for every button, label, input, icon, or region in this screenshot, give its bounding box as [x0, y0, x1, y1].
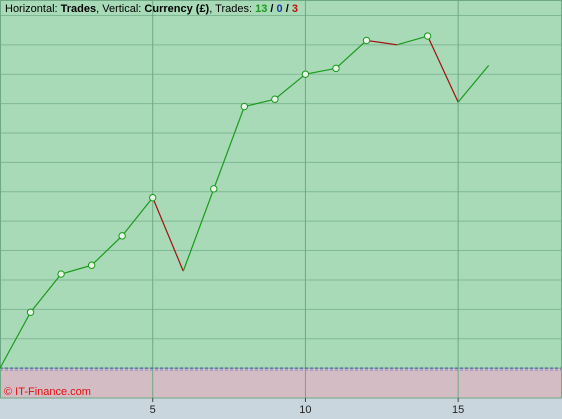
- header-text: Horizontal:: [5, 3, 58, 15]
- header-text: , Trades:: [209, 3, 252, 15]
- even: 0: [277, 3, 283, 15]
- trade-point: [118, 232, 126, 240]
- header-text: Currency (£): [144, 3, 209, 15]
- equity-segment: [457, 65, 490, 103]
- trade-point: [210, 185, 218, 193]
- losses: 3: [292, 3, 298, 15]
- equity-segment: [366, 39, 398, 46]
- trade-point: [26, 308, 35, 316]
- x-tick-label: 10: [299, 404, 311, 416]
- equity-segment: [427, 35, 459, 103]
- watermark: © IT-Finance.com: [4, 386, 91, 398]
- equity-segment: [30, 273, 62, 313]
- plot-area: [0, 0, 562, 399]
- equity-segment: [396, 35, 428, 46]
- trade-point: [301, 70, 310, 78]
- equity-segment: [305, 67, 337, 75]
- equity-segment: [244, 98, 276, 108]
- trade-point: [149, 193, 157, 202]
- wins: 13: [255, 3, 267, 15]
- profit-zone: [0, 0, 562, 369]
- equity-segment: [335, 39, 367, 69]
- trade-point: [423, 32, 432, 40]
- equity-segment: [121, 197, 154, 237]
- x-tick-label: 5: [150, 404, 156, 416]
- equity-segment: [274, 73, 306, 100]
- header-text: , Vertical:: [96, 3, 141, 15]
- chart-header: Horizontal: Trades, Vertical: Currency (…: [5, 3, 298, 15]
- equity-segment: [152, 197, 184, 272]
- trade-point: [332, 64, 340, 73]
- trade-point: [271, 95, 279, 103]
- equity-segment: [0, 311, 32, 369]
- equity-segment: [182, 188, 215, 272]
- header-text: Trades: [61, 3, 96, 15]
- equity-segment: [91, 235, 123, 266]
- x-axis-strip: [0, 398, 562, 419]
- equity-segment: [60, 264, 92, 275]
- trade-point: [362, 36, 371, 45]
- loss-zone: [0, 368, 562, 398]
- trade-point: [87, 261, 96, 269]
- trade-point: [240, 102, 249, 111]
- equity-segment: [213, 106, 245, 190]
- header-text: /: [286, 3, 289, 15]
- x-tick-label: 15: [452, 404, 464, 416]
- header-text: /: [270, 3, 273, 15]
- trade-point: [57, 270, 65, 278]
